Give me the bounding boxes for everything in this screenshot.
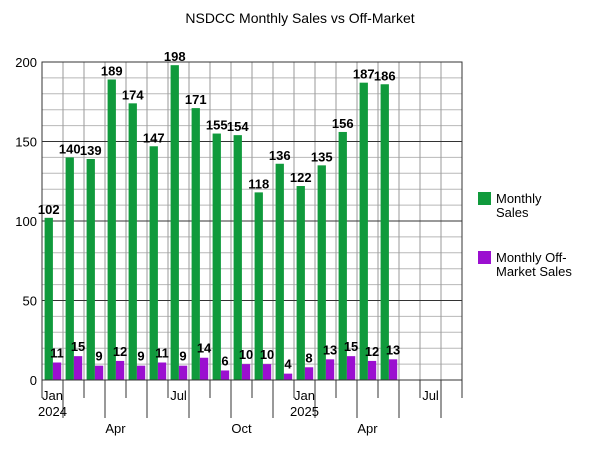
x-tick-label: Jul (422, 388, 439, 403)
off-market-data-label: 11 (155, 346, 169, 361)
off-market-bar (73, 356, 83, 380)
x-tick-label: 2024 (38, 404, 67, 419)
off-market-data-label: 10 (239, 347, 253, 362)
sales-data-label: 135 (311, 149, 333, 164)
sales-bar (170, 65, 179, 381)
x-tick-label: Apr (105, 421, 126, 436)
off-market-data-label: 13 (323, 342, 337, 357)
sales-bar (191, 108, 200, 381)
off-market-bar (367, 360, 377, 380)
off-market-bar (241, 364, 251, 380)
off-market-bar (178, 365, 188, 380)
sales-data-label: 147 (143, 130, 165, 145)
y-tick-label: 100 (15, 214, 37, 229)
axes: 050100150200Jan2024AprJulOctJan2025AprJu… (15, 55, 463, 436)
sales-data-label: 171 (185, 92, 207, 107)
off-market-bar (304, 367, 314, 380)
off-market-data-label: 15 (71, 339, 85, 354)
sales-bar (128, 103, 137, 380)
sales-bar (86, 158, 95, 380)
sales-bar (44, 217, 53, 380)
off-market-data-label: 6 (221, 353, 228, 368)
sales-bar (296, 186, 305, 380)
off-market-data-label: 11 (50, 346, 64, 361)
legend-swatch (478, 251, 491, 264)
y-tick-label: 50 (23, 294, 37, 309)
x-tick-label: Jan (42, 388, 63, 403)
off-market-bar (52, 362, 62, 380)
off-market-data-label: 9 (95, 349, 102, 364)
sales-data-label: 122 (290, 170, 312, 185)
off-market-bar (220, 370, 230, 380)
off-market-bar (136, 365, 146, 380)
sales-data-label: 102 (38, 202, 60, 217)
bars (44, 65, 398, 381)
sales-data-label: 154 (227, 119, 249, 134)
off-market-data-label: 12 (365, 344, 379, 359)
grid (41, 61, 463, 381)
off-market-bar (325, 359, 335, 380)
off-market-bar (115, 360, 125, 380)
x-tick-label: Oct (231, 421, 252, 436)
off-market-data-label: 13 (386, 342, 400, 357)
sales-data-label: 139 (80, 143, 102, 158)
sales-bar (65, 157, 74, 380)
off-market-bar (388, 359, 398, 380)
off-market-data-label: 9 (179, 349, 186, 364)
off-market-bar (262, 364, 272, 380)
legend-label: Monthly Off- (496, 250, 567, 265)
sales-data-label: 136 (269, 148, 291, 163)
off-market-data-label: 14 (197, 341, 212, 356)
sales-data-label: 140 (59, 141, 81, 156)
sales-data-label: 156 (332, 116, 354, 131)
off-market-data-label: 12 (113, 344, 127, 359)
legend-label: Sales (496, 205, 529, 220)
sales-bar (275, 163, 284, 380)
off-market-bar (199, 357, 209, 380)
sales-data-label: 118 (248, 176, 269, 191)
sales-bar (338, 131, 347, 380)
off-market-bar (94, 365, 104, 380)
x-tick-label: Jul (170, 388, 187, 403)
sales-data-label: 186 (374, 68, 396, 83)
y-tick-label: 0 (30, 373, 37, 388)
off-market-bar (346, 356, 356, 380)
off-market-data-label: 8 (305, 350, 312, 365)
sales-bar (254, 192, 263, 380)
sales-bar (317, 165, 326, 380)
y-tick-label: 150 (15, 135, 37, 150)
sales-bar (359, 82, 368, 381)
data-labels: 102 11 140 15 139 9 189 12 174 9 147 11 198 9 171 14 155… (38, 49, 400, 371)
legend-label: Monthly (496, 191, 542, 206)
sales-bar (149, 146, 158, 380)
off-market-data-label: 9 (137, 349, 144, 364)
off-market-bar (157, 362, 167, 380)
off-market-data-label: 10 (260, 347, 274, 362)
x-tick-label: Jan (294, 388, 315, 403)
sales-bar (107, 79, 116, 381)
chart-title: NSDCC Monthly Sales vs Off-Market (185, 10, 414, 26)
off-market-data-label: 15 (344, 339, 358, 354)
sales-bar (212, 133, 221, 380)
legend-swatch (478, 192, 491, 205)
legend-label: Market Sales (496, 264, 572, 279)
off-market-bar (283, 373, 293, 380)
sales-bar (380, 84, 389, 380)
sales-data-label: 198 (164, 49, 186, 64)
sales-data-label: 187 (353, 67, 375, 82)
sales-data-label: 189 (101, 63, 123, 78)
sales-bar (233, 135, 242, 380)
x-tick-label: 2025 (290, 404, 319, 419)
y-tick-label: 200 (15, 55, 37, 70)
sales-data-label: 174 (122, 87, 144, 102)
sales-data-label: 155 (206, 118, 228, 133)
x-tick-label: Apr (357, 421, 378, 436)
off-market-data-label: 4 (284, 357, 292, 372)
